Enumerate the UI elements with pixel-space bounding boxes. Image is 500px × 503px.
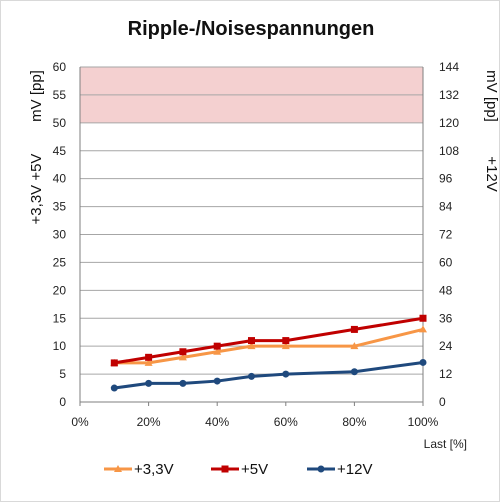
y-right-tick-label: 24 <box>439 339 453 353</box>
y-right-tick-label: 120 <box>439 116 459 130</box>
y-left-label-top: mV [pp] <box>28 70 45 122</box>
y-left-tick-label: 60 <box>53 60 67 74</box>
y-left-tick-label: 10 <box>53 339 67 353</box>
y-left-tick-label: 0 <box>59 395 66 409</box>
y-right-label-top: mV [pp] <box>483 70 500 122</box>
x-tick-label: 60% <box>274 415 298 429</box>
y-left-tick-label: 15 <box>53 311 67 325</box>
y-left-tick-label: 25 <box>53 255 67 269</box>
data-point-12v <box>282 370 290 378</box>
y-right-tick-label: 132 <box>439 88 459 102</box>
data-point-12v <box>419 358 427 366</box>
y-left-tick-label: 35 <box>53 200 67 214</box>
data-point-12v <box>213 377 221 385</box>
data-point-3-3v <box>281 342 290 350</box>
y-left-tick-label: 50 <box>53 116 67 130</box>
chart-title: Ripple-/Noisespannungen <box>128 18 375 40</box>
x-tick-label: 0% <box>71 415 89 429</box>
legend-marker-3-3v <box>114 465 122 472</box>
y-right-tick-label: 48 <box>439 283 453 297</box>
x-tick-label: 80% <box>342 415 366 429</box>
series-line-3-3v <box>112 327 425 365</box>
legend: +3,3V +5V +12V <box>104 461 372 478</box>
y-right-tick-label: 0 <box>439 395 446 409</box>
legend-label-3-3v: +3,3V <box>134 461 174 478</box>
y-right-tick-label: 84 <box>439 200 453 214</box>
y-right-tick-label: 72 <box>439 228 453 242</box>
data-point-3-3v <box>419 325 427 333</box>
data-point-3-3v <box>247 342 256 350</box>
y-right-tick-label: 96 <box>439 172 453 186</box>
x-axis-label: Last [%] <box>424 437 467 451</box>
data-point-12v <box>110 384 118 392</box>
x-tick-label: 100% <box>408 415 439 429</box>
data-point-5v <box>282 337 290 345</box>
y-left-tick-label: 45 <box>53 144 67 158</box>
legend-marker-5v <box>221 465 229 473</box>
data-point-12v <box>350 368 358 376</box>
data-point-12v <box>145 379 153 387</box>
y-left-tick-label: 55 <box>53 88 67 102</box>
legend-label-5v: +5V <box>241 461 268 478</box>
data-point-12v <box>179 379 187 387</box>
data-point-5v <box>350 325 358 333</box>
y-left-label-bottom: +3,3V +5V <box>28 154 45 225</box>
series-line-5v <box>112 316 425 365</box>
y-right-tick-label: 36 <box>439 311 453 325</box>
y-left-tick-label: 40 <box>53 172 67 186</box>
data-point-3-3v <box>350 342 359 350</box>
y-left-tick-label: 5 <box>59 367 66 381</box>
legend-label-12v: +12V <box>337 461 372 478</box>
data-point-5v <box>145 353 153 361</box>
y-right-tick-label: 144 <box>439 60 459 74</box>
x-tick-label: 20% <box>137 415 161 429</box>
data-point-3-3v <box>144 358 153 366</box>
data-point-5v <box>213 342 221 350</box>
data-point-3-3v <box>178 353 187 361</box>
legend-marker-12v <box>317 465 325 473</box>
data-point-5v <box>179 348 187 356</box>
y-right-tick-label: 60 <box>439 255 453 269</box>
y-left-tick-label: 30 <box>53 228 67 242</box>
data-point-12v <box>248 372 255 380</box>
x-tick-label: 40% <box>205 415 229 429</box>
y-left-tick-label: 20 <box>53 283 67 297</box>
data-point-5v <box>248 337 255 345</box>
data-point-5v <box>110 359 118 367</box>
y-right-tick-label: 12 <box>439 367 453 381</box>
data-point-5v <box>419 314 427 322</box>
y-right-tick-label: 108 <box>439 144 459 158</box>
y-right-label-bottom: +12V <box>483 156 500 191</box>
series-line-12v <box>112 360 425 390</box>
data-point-3-3v <box>213 347 222 355</box>
